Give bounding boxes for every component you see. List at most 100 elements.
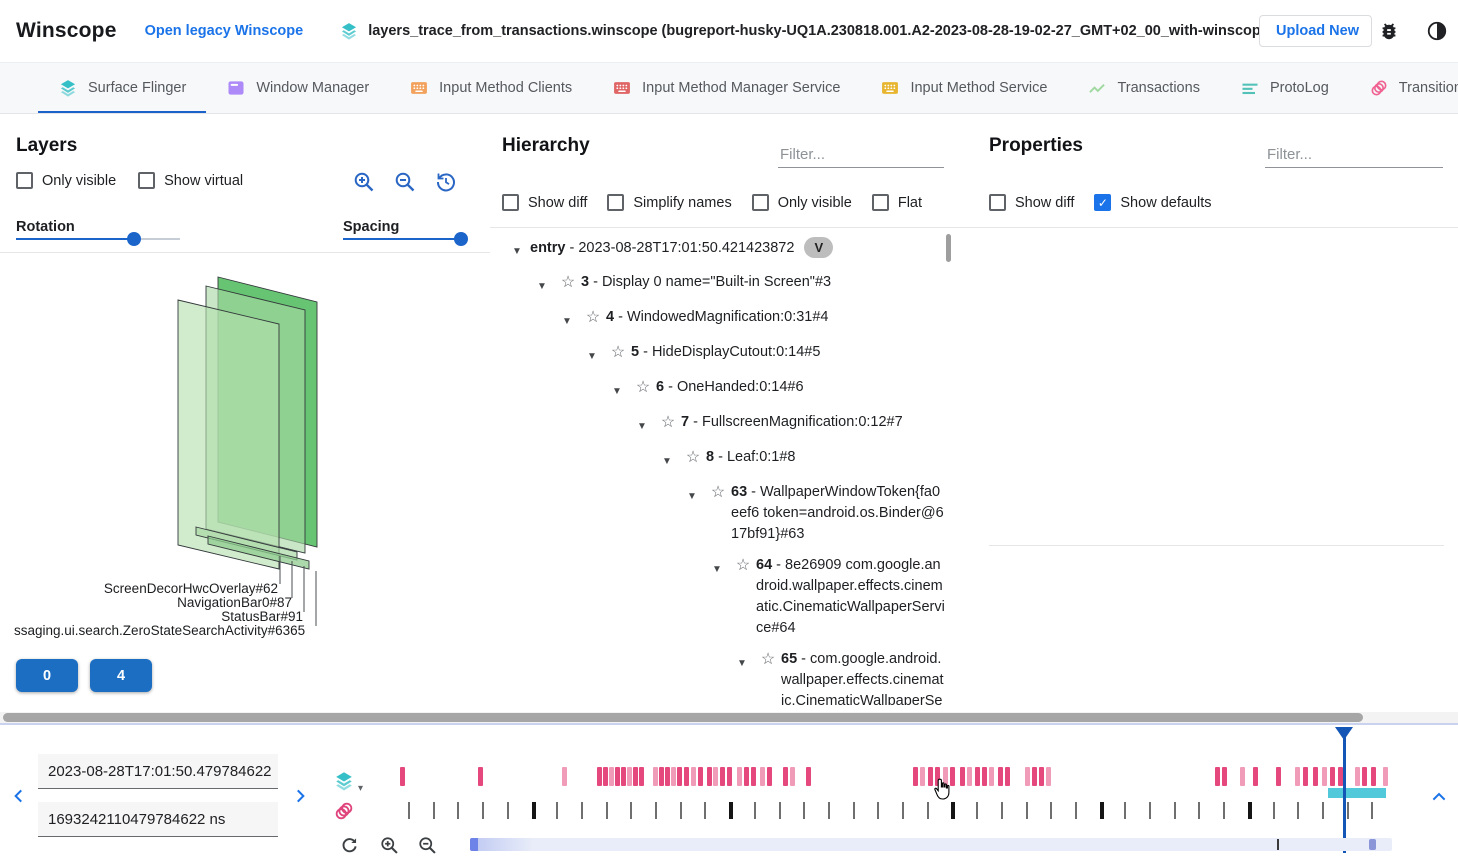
sf-trace-marker[interactable] [998, 767, 1003, 786]
timeline-refresh-icon[interactable] [339, 835, 360, 856]
timeline-cursor-line[interactable] [1343, 728, 1346, 853]
transaction-tick[interactable] [1223, 802, 1225, 819]
properties-filter-input[interactable] [1265, 142, 1443, 168]
expand-caret-icon[interactable]: ▼ [587, 351, 597, 362]
transaction-tick[interactable] [556, 802, 558, 819]
transaction-tick[interactable] [1273, 802, 1275, 819]
tree-node-5[interactable]: ▼ ☆ 5 - HideDisplayCutout:0:14#5 [490, 337, 945, 372]
checkbox-only-visible[interactable]: Only visible [751, 194, 852, 211]
sf-trace-marker[interactable] [975, 767, 980, 786]
timestamp-human-field[interactable]: 2023-08-28T17:01:50.479784622 [38, 754, 278, 789]
tree-node-7[interactable]: ▼ ☆ 7 - FullscreenMagnification:0:12#7 [490, 407, 945, 442]
timeline-minimap[interactable] [470, 838, 1392, 851]
sf-trace-marker[interactable] [627, 767, 632, 786]
pin-star-icon[interactable]: ☆ [585, 309, 601, 326]
sf-trace-marker[interactable] [1295, 767, 1300, 786]
rect-id-button-4[interactable]: 4 [90, 659, 152, 692]
checkbox-box[interactable] [16, 172, 33, 189]
tab-input-method-service[interactable]: Input Method Service [860, 63, 1067, 113]
sf-trace-marker[interactable] [943, 767, 948, 786]
tab-surface-flinger[interactable]: Surface Flinger [38, 63, 207, 113]
timeline-selection[interactable] [1328, 788, 1386, 798]
sf-trace-marker[interactable] [1005, 767, 1010, 786]
sf-trace-marker[interactable] [615, 767, 620, 786]
checkbox-flat[interactable]: Flat [871, 194, 922, 211]
rotation-slider[interactable] [16, 232, 180, 246]
tab-transitions[interactable]: Transitions [1349, 63, 1458, 113]
layers-3d-view[interactable] [0, 253, 490, 641]
transaction-tick[interactable] [1248, 802, 1252, 819]
tree-node-3[interactable]: ▼ ☆ 3 - Display 0 name="Built-in Screen"#3 [490, 267, 945, 302]
sf-trace-marker[interactable] [671, 767, 676, 786]
timeline-zoom-in-icon[interactable] [379, 835, 400, 856]
expand-caret-icon[interactable]: ▼ [737, 658, 747, 669]
tree-node-6[interactable]: ▼ ☆ 6 - OneHanded:0:14#6 [490, 372, 945, 407]
expand-caret-icon[interactable]: ▼ [687, 491, 697, 502]
timeline-zoom-out-icon[interactable] [417, 835, 438, 856]
sf-trace-marker[interactable] [950, 767, 955, 786]
transaction-tick[interactable] [853, 802, 855, 819]
transaction-tick[interactable] [1347, 802, 1349, 819]
expand-caret-icon[interactable]: ▼ [637, 421, 647, 432]
tree-node-63[interactable]: ▼ ☆ 63 - WallpaperWindowToken{fa0eef6 toke… [490, 477, 945, 550]
sf-trace-marker[interactable] [677, 767, 682, 786]
sf-trace-marker[interactable] [562, 767, 567, 786]
sf-trace-marker[interactable] [665, 767, 670, 786]
zoom-in-icon[interactable] [352, 170, 376, 194]
sf-trace-marker[interactable] [1355, 767, 1360, 786]
transaction-tick[interactable] [828, 802, 830, 819]
sf-trace-marker[interactable] [1253, 767, 1258, 786]
pin-star-icon[interactable]: ☆ [735, 557, 751, 574]
transaction-tick[interactable] [1198, 802, 1200, 819]
tab-protolog[interactable]: ProtoLog [1220, 63, 1349, 113]
sf-trace-marker[interactable] [1025, 767, 1030, 786]
checkbox-only-visible[interactable]: Only visible [16, 172, 116, 189]
sf-trace-marker[interactable] [806, 767, 811, 786]
sf-trace-marker[interactable] [1240, 767, 1245, 786]
pin-star-icon[interactable]: ☆ [660, 414, 676, 431]
sf-trace-marker[interactable] [1215, 767, 1220, 786]
transaction-tick[interactable] [1322, 802, 1324, 819]
transaction-tick[interactable] [630, 802, 632, 819]
sf-trace-marker[interactable] [1330, 767, 1335, 786]
checkbox-box[interactable] [751, 194, 769, 211]
sf-trace-marker[interactable] [783, 767, 788, 786]
hierarchy-scrollbar[interactable] [946, 234, 951, 262]
transaction-tick[interactable] [754, 802, 756, 819]
checkbox-show-defaults[interactable]: ✓ Show defaults [1094, 194, 1211, 211]
sf-trace-marker[interactable] [1313, 767, 1318, 786]
surface-flinger-trace-icon[interactable] [333, 770, 355, 792]
dark-mode-toggle-icon[interactable] [1424, 18, 1450, 44]
upload-new-button[interactable]: Upload New [1259, 15, 1372, 47]
sf-trace-marker[interactable] [698, 767, 703, 786]
transaction-tick[interactable] [803, 802, 805, 819]
collapse-timeline-icon[interactable] [1430, 788, 1448, 806]
sf-trace-marker[interactable] [913, 767, 918, 786]
tab-window-manager[interactable]: Window Manager [206, 63, 389, 113]
tab-input-method-manager-service[interactable]: Input Method Manager Service [592, 63, 860, 113]
tree-node-entry[interactable]: ▼ entry - 2023-08-28T17:01:50.421423872 V [490, 232, 945, 267]
sf-trace-marker[interactable] [691, 767, 696, 786]
transaction-tick[interactable] [1124, 802, 1126, 819]
sf-trace-marker[interactable] [989, 767, 994, 786]
checkbox-show-diff[interactable]: Show diff [502, 194, 587, 211]
sf-trace-marker[interactable] [400, 767, 405, 786]
transaction-tick[interactable] [655, 802, 657, 819]
transaction-tick[interactable] [457, 802, 459, 819]
sf-trace-marker[interactable] [597, 767, 602, 786]
sf-trace-marker[interactable] [603, 767, 608, 786]
pin-star-icon[interactable]: ☆ [685, 449, 701, 466]
expand-caret-icon[interactable]: ▼ [712, 564, 722, 575]
tree-node-64[interactable]: ▼ ☆ 64 - 8e26909 com.google.android.wallpa… [490, 550, 945, 644]
sf-trace-marker[interactable] [684, 767, 689, 786]
transaction-tick[interactable] [1149, 802, 1151, 819]
horizontal-scrollbar-thumb[interactable] [3, 713, 1363, 722]
sf-trace-marker[interactable] [1322, 767, 1327, 786]
next-entry-icon[interactable] [291, 787, 309, 805]
checkbox-show-diff[interactable]: Show diff [989, 194, 1074, 211]
sf-trace-marker[interactable] [1032, 767, 1037, 786]
transaction-tick[interactable] [581, 802, 583, 819]
sf-trace-marker[interactable] [1362, 767, 1367, 786]
sf-trace-marker[interactable] [935, 767, 940, 786]
checkbox-box[interactable] [138, 172, 156, 189]
